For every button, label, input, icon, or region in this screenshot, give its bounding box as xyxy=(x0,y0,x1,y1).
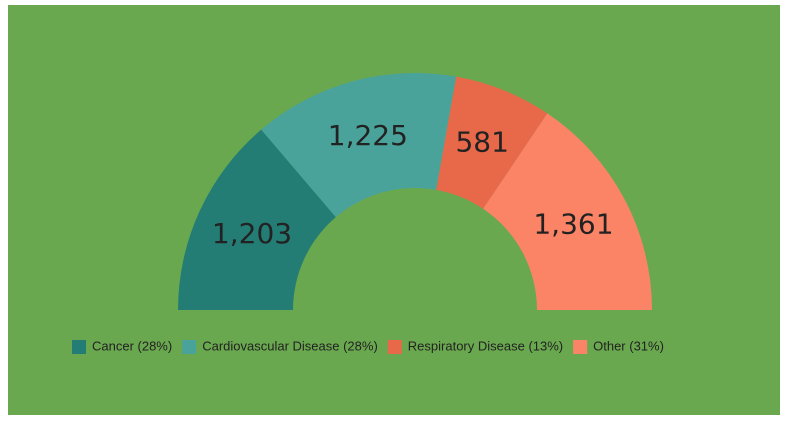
legend-swatch xyxy=(182,340,197,354)
legend-swatch xyxy=(72,340,86,354)
legend-label: Other (31%) xyxy=(593,338,664,353)
value-label: 581 xyxy=(455,126,508,159)
donut-segment xyxy=(483,113,652,310)
donut-segment xyxy=(261,72,457,218)
legend-label: Respiratory Disease (13%) xyxy=(408,338,563,353)
value-label: 1,361 xyxy=(533,208,613,241)
donut-segment xyxy=(436,76,548,209)
legend-label: Cancer (28%) xyxy=(92,338,172,353)
donut-segment xyxy=(178,129,336,310)
legend-swatch xyxy=(387,340,402,354)
legend-label: Cardiovascular Disease (28%) xyxy=(202,338,378,353)
value-label: 1,203 xyxy=(212,217,292,250)
legend-swatch xyxy=(573,340,588,354)
value-label: 1,225 xyxy=(328,119,408,152)
